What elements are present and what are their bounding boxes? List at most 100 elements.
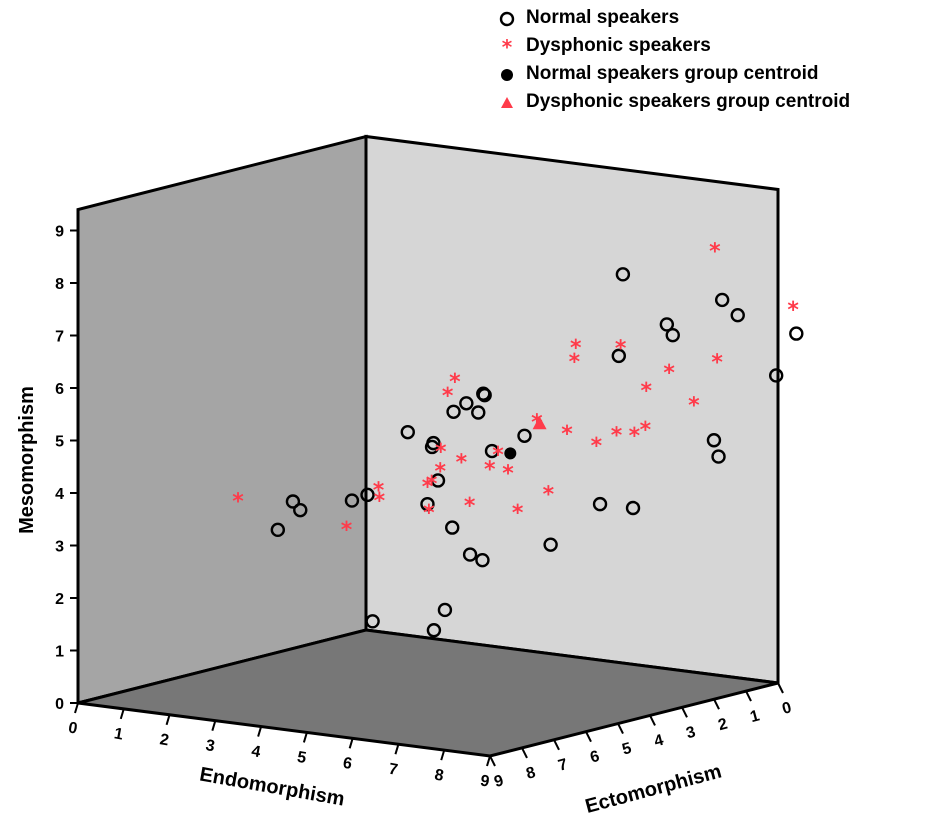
endo-tick-label: 8 bbox=[433, 767, 445, 785]
normal-speaker-point bbox=[543, 537, 558, 552]
normal-speaker-point bbox=[293, 502, 308, 518]
endo-tick bbox=[394, 743, 400, 755]
normal-speaker-point bbox=[471, 405, 486, 420]
normal-speaker-point bbox=[360, 487, 375, 503]
dysphonic-speaker-point: * bbox=[374, 489, 386, 514]
meso-tick-label: 0 bbox=[55, 696, 64, 713]
meso-tick-label: 6 bbox=[55, 381, 64, 398]
normal-speaker-point bbox=[344, 493, 360, 508]
legend-label: Dysphonic speakers group centroid bbox=[526, 91, 851, 112]
meso-tick-label: 5 bbox=[55, 434, 64, 451]
svg-text:*: * bbox=[502, 38, 513, 56]
endo-tick bbox=[486, 755, 491, 767]
dysphonic-speaker-point: * bbox=[512, 501, 524, 526]
normal-speaker-point bbox=[789, 326, 804, 341]
dysphonic-speaker-point: * bbox=[688, 393, 700, 418]
endo-tick-label: 2 bbox=[158, 731, 170, 749]
dysphonic-speaker-point: * bbox=[570, 336, 582, 361]
dysphonic-speaker-point: * bbox=[569, 350, 581, 375]
endo-tick-label: 4 bbox=[250, 743, 262, 761]
legend-label: Normal speakers group centroid bbox=[526, 63, 819, 84]
normal-speaker-point bbox=[437, 602, 453, 618]
normal-speaker-point bbox=[270, 522, 286, 538]
dysphonic-speaker-point: * bbox=[640, 418, 652, 443]
dysphonic-speaker-point: * bbox=[663, 361, 675, 386]
normal-speaker-point bbox=[711, 449, 726, 464]
dysphonic-speaker-point: * bbox=[561, 422, 573, 447]
normal-speaker-point bbox=[459, 396, 474, 411]
dysphonic-speaker-point: * bbox=[640, 379, 652, 404]
dysphonic-speaker-point: * bbox=[442, 384, 454, 409]
normal-speaker-point bbox=[400, 424, 415, 440]
ecto-tick-label: 9 bbox=[492, 772, 505, 791]
dysphonic-speaker-point: * bbox=[502, 461, 514, 486]
normal-speaker-point bbox=[484, 443, 500, 459]
normal-centroid-point bbox=[504, 447, 517, 460]
dysphonic-speaker-point: * bbox=[423, 501, 435, 526]
ecto-tick bbox=[617, 723, 624, 735]
axis-walls bbox=[76, 134, 780, 758]
meso-tick-label: 1 bbox=[55, 644, 64, 661]
normal-speaker-point bbox=[462, 547, 478, 562]
endo-tick-label: 0 bbox=[67, 719, 79, 737]
ecto-tick bbox=[745, 690, 752, 702]
meso-tick-label: 8 bbox=[55, 276, 64, 293]
dysphonic-speaker-point: * bbox=[456, 451, 468, 476]
ecto-tick bbox=[553, 739, 560, 751]
dysphonic-speaker-point: * bbox=[711, 351, 723, 376]
dysphonic-speaker-point: * bbox=[543, 483, 555, 508]
normal-speaker-point bbox=[592, 496, 608, 512]
normal-speaker-point bbox=[475, 552, 490, 568]
normal-speaker-point bbox=[714, 292, 730, 308]
dysphonic-speaker-point: * bbox=[629, 424, 641, 449]
ecto-tick-label: 2 bbox=[716, 715, 729, 734]
ecto-tick-label: 7 bbox=[556, 756, 569, 775]
normal-speaker-point bbox=[706, 433, 722, 448]
dysphonic-centroid-point bbox=[532, 416, 547, 430]
dysphonic-speaker-point: * bbox=[373, 479, 385, 504]
data-points: ********************************* bbox=[232, 239, 804, 638]
dysphonic-speaker-point: * bbox=[464, 494, 476, 519]
normal-speaker-point bbox=[430, 473, 446, 488]
meso-tick-label: 7 bbox=[55, 329, 64, 346]
endo-tick-label: 9 bbox=[479, 772, 491, 790]
dysphonic-speaker-point: * bbox=[435, 459, 447, 484]
ecto-tick bbox=[521, 747, 528, 759]
endo-tick bbox=[119, 708, 125, 720]
legend-label: Normal speakers bbox=[526, 7, 680, 28]
endo-tick-label: 5 bbox=[296, 749, 308, 767]
ecto-tick bbox=[489, 755, 496, 767]
filled-circle-icon bbox=[501, 69, 513, 81]
normal-speaker-point bbox=[426, 623, 442, 638]
normal-speaker-point bbox=[446, 404, 461, 419]
legend: Normal speakers * Dysphonic speakers Nor… bbox=[492, 4, 940, 116]
normal-speaker-point bbox=[420, 496, 435, 512]
ectomorphism-axis-label: Ectomorphism bbox=[583, 760, 724, 815]
ecto-tick bbox=[777, 682, 784, 694]
legend-label: Dysphonic speakers bbox=[526, 35, 711, 56]
legend-item-dysphonic-centroid: Dysphonic speakers group centroid bbox=[492, 88, 940, 116]
dysphonic-speaker-point: * bbox=[611, 423, 623, 448]
ecto-tick-label: 5 bbox=[620, 740, 633, 759]
back-wall bbox=[364, 134, 780, 685]
dysphonic-speaker-point: * bbox=[435, 440, 447, 465]
endo-tick bbox=[302, 732, 308, 743]
normal-speaker-point bbox=[517, 428, 532, 443]
legend-item-normal: Normal speakers bbox=[492, 4, 940, 32]
normal-speaker-point bbox=[611, 348, 626, 364]
dysphonic-speaker-point: * bbox=[709, 239, 721, 264]
endo-tick bbox=[257, 726, 263, 737]
normal-speaker-point bbox=[730, 308, 745, 323]
star-icon: * bbox=[502, 38, 513, 56]
open-circle-icon bbox=[499, 11, 515, 27]
meso-tick-label: 3 bbox=[55, 539, 64, 556]
normal-speaker-point bbox=[426, 435, 441, 451]
meso-tick-label: 2 bbox=[55, 591, 64, 608]
mesomorphism-axis-label: Mesomorphism bbox=[16, 386, 38, 534]
meso-tick-label: 9 bbox=[55, 224, 64, 241]
normal-speaker-point bbox=[625, 500, 641, 516]
endo-tick-label: 6 bbox=[342, 755, 354, 773]
endo-tick-label: 3 bbox=[204, 737, 216, 755]
